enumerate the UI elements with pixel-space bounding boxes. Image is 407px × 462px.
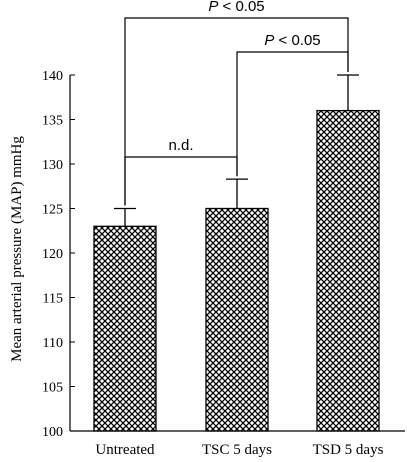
y-tick-label: 120 bbox=[42, 247, 63, 262]
y-tick-label: 110 bbox=[43, 336, 63, 351]
p-symbol: P bbox=[208, 0, 218, 15]
significance-bracket bbox=[124, 156, 238, 206]
x-category-label: Untreated bbox=[95, 442, 155, 458]
p-symbol: P bbox=[264, 32, 274, 49]
significance-label: P < 0.05 bbox=[264, 32, 320, 49]
y-tick-label: 130 bbox=[42, 158, 63, 173]
y-tick-label: 115 bbox=[43, 292, 63, 307]
x-category-label: TSC 5 days bbox=[202, 442, 272, 458]
y-tick-label: 140 bbox=[42, 69, 63, 84]
bar bbox=[316, 109, 380, 432]
y-tick-label: 100 bbox=[42, 425, 63, 440]
bar bbox=[93, 225, 157, 432]
x-category-label: TSD 5 days bbox=[313, 442, 384, 458]
significance-label: n.d. bbox=[168, 137, 193, 154]
significance-label: P < 0.05 bbox=[208, 0, 264, 15]
bar bbox=[205, 207, 269, 432]
p-value: < 0.05 bbox=[218, 0, 264, 15]
y-tick-label: 135 bbox=[42, 114, 63, 129]
significance-bracket bbox=[124, 17, 349, 206]
y-tick-label: 105 bbox=[42, 381, 63, 396]
y-axis-label: Mean arterial pressure (MAP) mmHg bbox=[9, 136, 25, 362]
y-tick-label: 125 bbox=[42, 203, 63, 218]
p-value: < 0.05 bbox=[274, 32, 320, 49]
